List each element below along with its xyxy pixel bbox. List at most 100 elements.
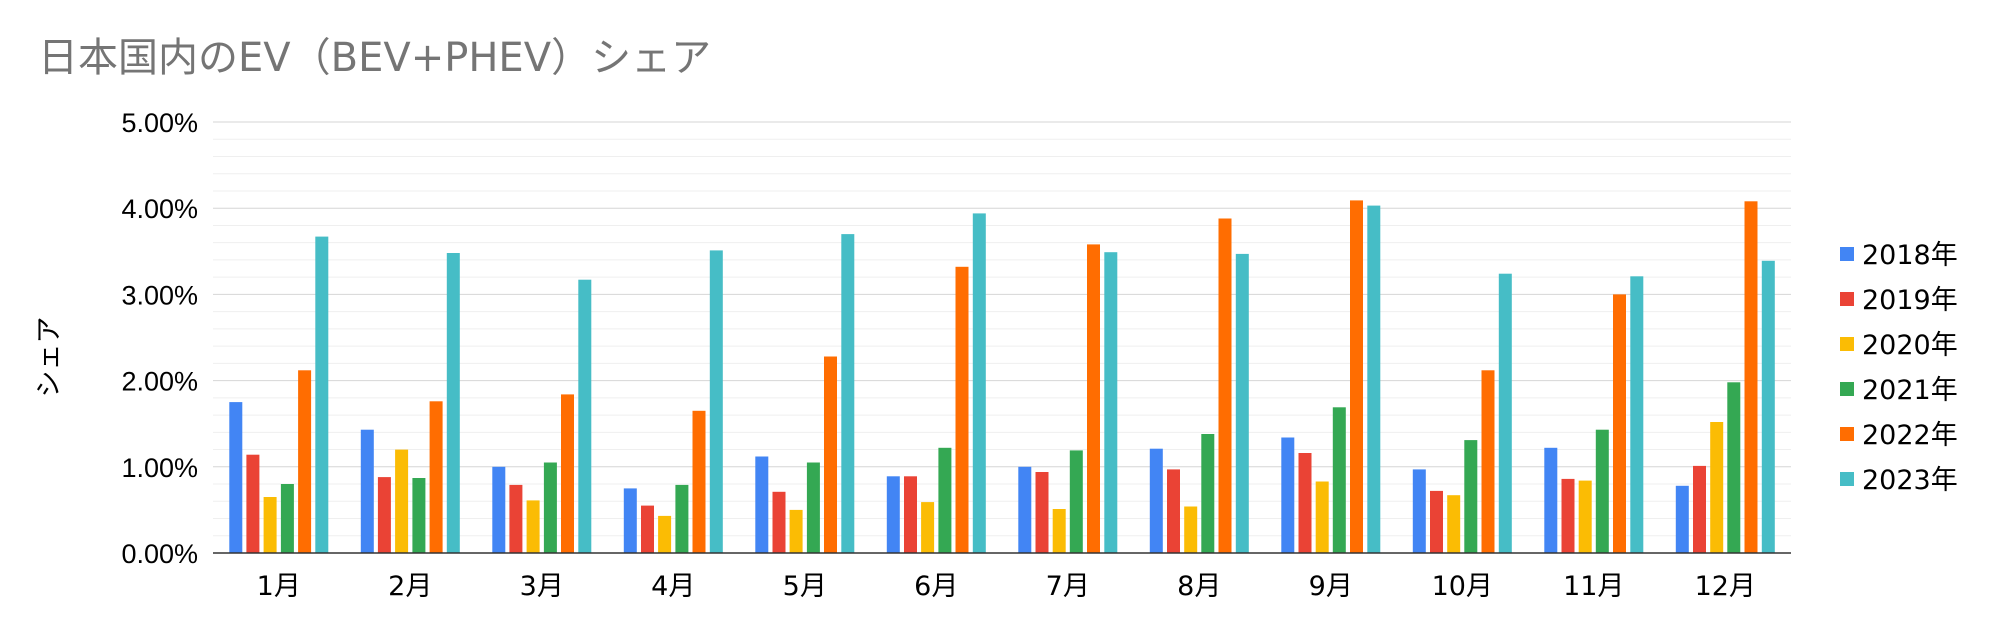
y-tick-label: 3.00% <box>121 280 198 310</box>
bar <box>492 466 506 553</box>
bar <box>1167 469 1180 553</box>
legend-label: 2020年 <box>1862 330 1958 361</box>
bar <box>1315 481 1329 553</box>
legend-label: 2018年 <box>1862 240 1958 271</box>
bar <box>772 491 786 553</box>
x-tick-label: 1月 <box>257 571 301 602</box>
legend-swatch <box>1840 337 1854 351</box>
bar <box>1761 260 1775 553</box>
bar <box>429 401 443 553</box>
bar <box>1235 253 1249 553</box>
y-tick-label: 0.00% <box>121 539 198 569</box>
x-tick-label: 2月 <box>388 571 432 602</box>
bar <box>561 394 574 553</box>
bar <box>1544 447 1558 553</box>
bar <box>1464 440 1478 553</box>
legend-swatch <box>1840 472 1854 486</box>
bar <box>1332 407 1346 553</box>
y-axis-ticks: 0.00% 1.00% 2.00% 3.00% 4.00% 5.00% <box>121 108 198 569</box>
bar <box>1430 490 1443 553</box>
bar <box>1412 469 1426 553</box>
bar <box>972 213 986 553</box>
legend-swatch <box>1840 247 1854 261</box>
x-tick-label: 8月 <box>1177 571 1221 602</box>
bar <box>1218 218 1232 553</box>
bar <box>1201 434 1215 553</box>
bar <box>921 502 935 553</box>
bar <box>641 505 654 553</box>
bar <box>1069 450 1083 553</box>
bar <box>395 449 409 553</box>
bar <box>1578 480 1592 553</box>
bar <box>1561 478 1575 553</box>
bar <box>1298 453 1312 553</box>
bar <box>578 279 592 553</box>
x-tick-label: 10月 <box>1432 571 1493 602</box>
bar <box>1281 437 1295 553</box>
x-tick-label: 6月 <box>914 571 958 602</box>
bar <box>1675 485 1689 553</box>
legend-label: 2021年 <box>1862 375 1958 406</box>
bar <box>1613 294 1626 553</box>
x-tick-label: 7月 <box>1046 571 1090 602</box>
bar <box>412 478 426 553</box>
bar <box>1498 273 1512 553</box>
y-tick-label: 5.00% <box>121 108 198 138</box>
bar <box>938 447 952 553</box>
bar <box>1744 201 1758 554</box>
bar <box>755 456 769 553</box>
legend-label: 2023年 <box>1862 465 1958 496</box>
bar <box>886 476 900 553</box>
bar <box>709 250 723 553</box>
bar <box>1595 429 1609 553</box>
y-axis-label: シェア <box>34 317 65 398</box>
bar <box>229 402 243 553</box>
minor-gridlines <box>213 138 1791 537</box>
legend-label: 2022年 <box>1862 420 1958 451</box>
y-tick-label: 1.00% <box>121 453 198 483</box>
legend: 2018年 2019年 2020年 2021年 2022年 2023年 <box>1840 240 1958 496</box>
x-axis-ticks: 1月 2月 3月 4月 5月 6月 7月 8月 9月 10月 11月 12月 <box>257 571 1756 602</box>
legend-swatch <box>1840 427 1854 441</box>
bar <box>675 484 689 553</box>
bars <box>229 200 1775 554</box>
bar <box>623 488 637 553</box>
bar <box>806 462 820 553</box>
bar <box>789 509 803 553</box>
bar <box>446 253 460 553</box>
bar <box>360 429 374 553</box>
bar <box>315 236 329 553</box>
bar <box>1727 382 1741 553</box>
legend-swatch <box>1840 292 1854 306</box>
x-tick-label: 11月 <box>1563 571 1624 602</box>
bar <box>658 515 672 553</box>
x-tick-label: 9月 <box>1309 571 1353 602</box>
bar <box>1350 200 1363 553</box>
legend-swatch <box>1840 382 1854 396</box>
bar <box>543 462 557 553</box>
x-tick-label: 4月 <box>651 571 695 602</box>
bar <box>955 266 969 553</box>
bar <box>298 370 312 553</box>
bar <box>1630 276 1644 553</box>
bar <box>246 454 260 553</box>
bar <box>841 234 855 553</box>
y-tick-label: 2.00% <box>121 367 198 397</box>
x-tick-label: 3月 <box>520 571 564 602</box>
bar <box>904 476 917 553</box>
bar <box>1710 422 1724 553</box>
bar <box>1367 205 1381 553</box>
bar <box>1481 370 1495 553</box>
bar <box>263 497 277 553</box>
bar <box>377 477 391 553</box>
bar <box>1052 509 1066 553</box>
bar <box>1447 495 1461 553</box>
chart-title: 日本国内のEV（BEV+PHEV）シェア <box>38 35 711 81</box>
bar <box>1087 244 1100 553</box>
bar <box>824 356 837 553</box>
x-tick-label: 5月 <box>783 571 827 602</box>
major-gridlines <box>213 121 1791 468</box>
bar <box>1018 466 1032 553</box>
